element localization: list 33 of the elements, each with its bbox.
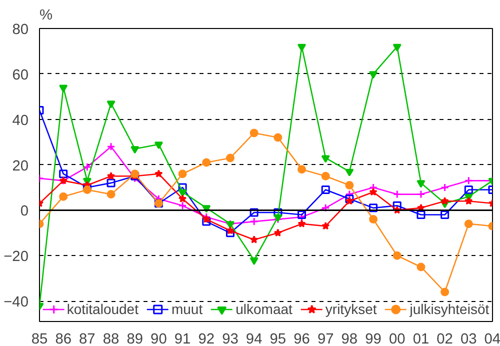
x-tick-label: 01 (412, 332, 430, 346)
x-tick-label: 95 (270, 332, 286, 346)
legend-label: kotitaloudet (66, 301, 138, 317)
x-tick-label: 97 (317, 332, 334, 346)
x-tick-label: 85 (31, 332, 48, 346)
x-tick-label: 86 (55, 332, 72, 346)
x-tick-label: 04 (484, 332, 500, 346)
legend-label: julkisyhteisöt (410, 301, 490, 317)
x-tick-label: 00 (388, 332, 406, 346)
y-tick-label: 0 (20, 204, 29, 220)
y-tick-label: 40 (12, 112, 29, 129)
x-tick-label: 03 (460, 332, 477, 346)
legend-label: yritykset (325, 301, 377, 317)
x-tick-label: 02 (436, 332, 453, 346)
x-tick-label: 94 (246, 332, 262, 346)
x-tick-label: 96 (294, 332, 310, 346)
x-tick-label: 92 (198, 332, 215, 346)
y-tick-label: −20 (4, 249, 29, 266)
x-tick-label: 91 (174, 332, 191, 346)
y-tick-label: 20 (12, 158, 29, 174)
y-tick-label: 60 (12, 67, 29, 84)
y-tick-label: 80 (12, 22, 29, 38)
x-tick-label: 89 (126, 332, 144, 346)
x-tick-label: 98 (341, 332, 358, 346)
x-tick-label: 88 (102, 332, 120, 346)
y-axis-title: % (40, 8, 53, 24)
x-tick-label: 90 (150, 332, 167, 346)
y-tick-label: −40 (4, 294, 29, 311)
legend-label: muut (171, 301, 203, 317)
x-tick-label: 93 (222, 332, 238, 346)
legend-label: ulkomaat (236, 301, 292, 317)
x-tick-label: 87 (79, 332, 96, 346)
x-tick-label: 99 (365, 332, 382, 346)
